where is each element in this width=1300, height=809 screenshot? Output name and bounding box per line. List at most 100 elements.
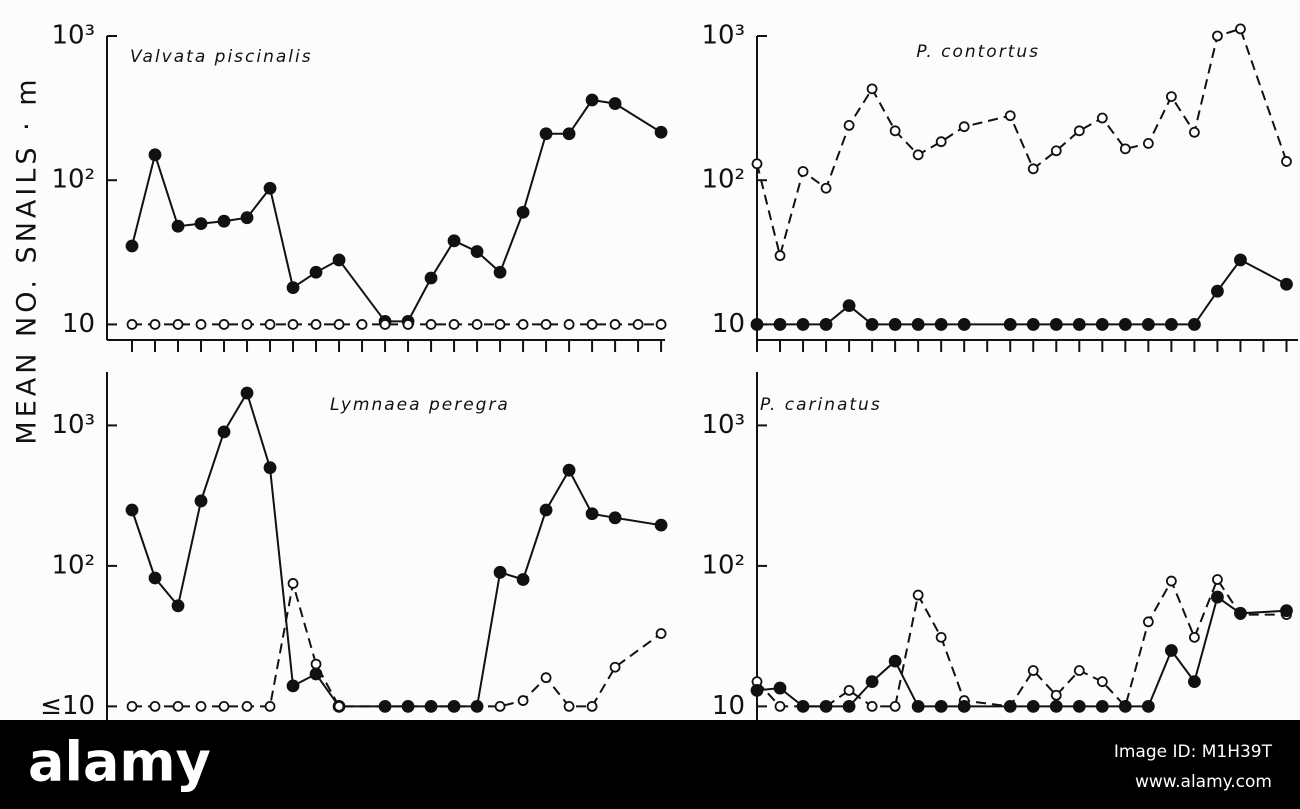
open-point	[1073, 125, 1085, 137]
y-tick-label: 10²	[701, 550, 745, 580]
open-point	[448, 319, 460, 330]
open-point	[609, 319, 621, 330]
open-point	[797, 166, 809, 177]
filled-point	[286, 281, 300, 295]
open-point	[586, 319, 598, 330]
filled-point	[171, 219, 185, 233]
open-point	[563, 319, 575, 330]
filled-point	[539, 503, 553, 517]
filled-point	[148, 148, 162, 162]
open-point	[1027, 163, 1039, 175]
filled-point	[654, 518, 668, 532]
open-point	[1212, 30, 1223, 42]
filled-point	[608, 97, 622, 110]
y-tick-label: 10	[62, 309, 95, 339]
open-point	[655, 628, 667, 639]
open-point	[264, 700, 276, 712]
y-tick-label: 10³	[51, 410, 95, 440]
open-point	[1119, 143, 1131, 155]
open-point	[287, 578, 299, 589]
series-line	[756, 27, 1288, 260]
open-point	[820, 182, 832, 194]
filled-point	[1234, 253, 1247, 267]
open-point	[1142, 616, 1154, 628]
open-point	[563, 700, 575, 712]
open-point	[402, 319, 414, 330]
open-point	[126, 319, 138, 330]
open-point	[172, 700, 184, 712]
filled-point	[562, 463, 576, 477]
filled-point	[796, 318, 810, 331]
filled-point	[516, 573, 530, 586]
filled-point	[819, 699, 833, 713]
open-point	[889, 700, 901, 712]
filled-point	[750, 318, 764, 331]
filled-point	[585, 507, 599, 521]
open-point	[218, 700, 230, 712]
filled-point	[842, 299, 856, 313]
watermark-id: Image ID: M1H39T	[1114, 742, 1273, 762]
watermark-url: www.alamy.com	[1135, 772, 1272, 792]
filled-point	[171, 599, 185, 613]
open-point	[310, 658, 322, 670]
filled-point	[1026, 318, 1040, 331]
filled-point	[217, 214, 231, 228]
open-point	[149, 319, 161, 330]
filled-point	[1026, 699, 1040, 713]
filled-point	[1049, 699, 1063, 713]
filled-point	[309, 265, 323, 279]
filled-point	[911, 699, 925, 713]
open-point	[655, 319, 667, 330]
open-point	[586, 700, 598, 712]
filled-point	[888, 654, 902, 668]
filled-point	[217, 425, 231, 439]
open-point	[494, 319, 506, 330]
open-point	[632, 319, 644, 330]
filled-point	[1211, 590, 1224, 604]
filled-point	[819, 318, 833, 331]
open-point	[287, 319, 299, 330]
series-line	[132, 583, 662, 708]
panel-title: P. contortus	[916, 42, 1040, 62]
y-tick-label: 10²	[701, 165, 745, 195]
open-point	[241, 700, 253, 712]
open-point	[935, 631, 947, 643]
open-point	[172, 319, 184, 330]
filled-point	[957, 318, 971, 331]
filled-point	[516, 205, 530, 219]
filled-point	[865, 675, 879, 689]
filled-point	[608, 511, 622, 525]
filled-point	[1188, 675, 1201, 689]
filled-point	[1211, 284, 1224, 298]
open-point	[264, 319, 276, 330]
filled-point	[263, 461, 277, 475]
series-line	[756, 595, 1287, 708]
open-point	[517, 695, 529, 706]
watermark-brand: alamy	[28, 731, 211, 794]
open-point	[958, 121, 970, 133]
open-point	[609, 661, 621, 673]
open-point	[333, 700, 345, 712]
open-point	[218, 319, 230, 330]
filled-point	[470, 245, 484, 258]
open-point	[195, 700, 207, 712]
series-line	[131, 98, 662, 323]
open-point	[310, 319, 322, 330]
open-point	[1165, 575, 1177, 587]
filled-point	[865, 318, 879, 331]
open-point	[1281, 156, 1292, 167]
filled-point	[1072, 699, 1086, 713]
filled-point	[773, 681, 787, 695]
open-point	[471, 319, 483, 330]
filled-point	[240, 211, 254, 225]
filled-point	[654, 125, 668, 139]
filled-point	[1141, 699, 1155, 713]
open-point	[774, 700, 786, 712]
series-line	[756, 577, 1287, 709]
panel-title: Lymnaea peregra	[330, 395, 510, 415]
filled-point	[148, 571, 162, 585]
open-point	[1189, 631, 1200, 643]
filled-point	[888, 318, 902, 331]
